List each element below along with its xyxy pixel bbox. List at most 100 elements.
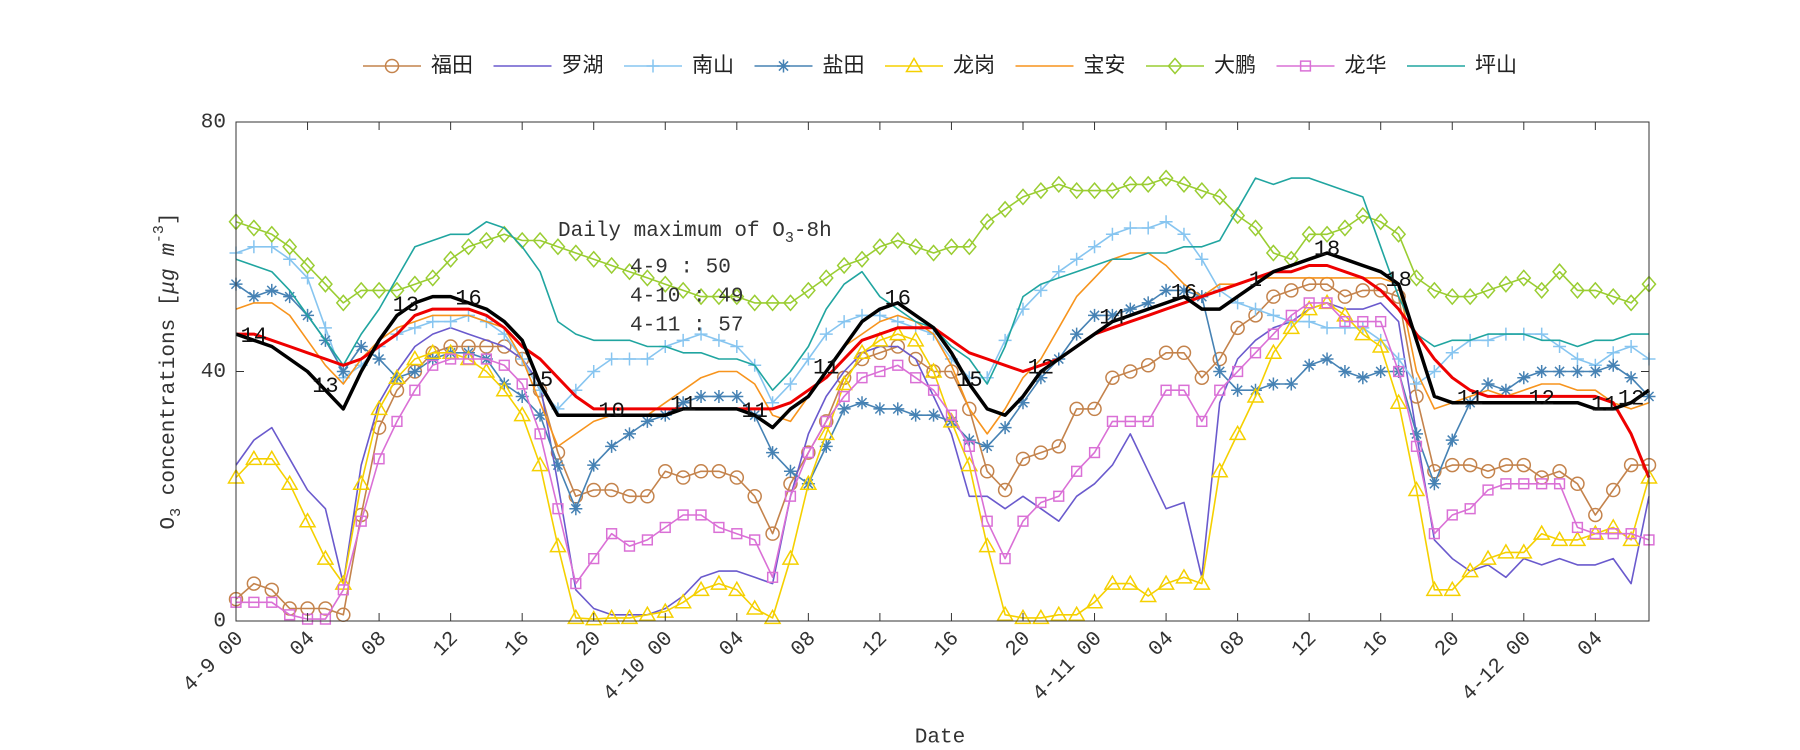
marker — [1553, 340, 1567, 354]
annotation-text: Daily maximum of O — [558, 220, 785, 243]
marker — [1605, 288, 1621, 306]
annotation-title: Daily maximum of O3-8h — [558, 220, 832, 248]
marker — [1051, 439, 1067, 454]
marker — [1159, 283, 1173, 297]
marker — [246, 219, 262, 237]
marker — [354, 340, 368, 354]
marker — [425, 269, 441, 287]
marker — [1052, 265, 1066, 279]
marker — [998, 421, 1012, 435]
marker — [818, 269, 834, 287]
marker — [1210, 462, 1229, 478]
marker — [1514, 543, 1533, 559]
marker — [1196, 415, 1208, 428]
marker — [1338, 365, 1352, 378]
marker — [910, 372, 922, 384]
marker — [927, 384, 940, 396]
marker — [1193, 574, 1211, 590]
marker — [319, 613, 332, 625]
marker — [1034, 283, 1048, 297]
marker — [478, 231, 494, 250]
marker — [1445, 457, 1460, 473]
marker — [1070, 327, 1084, 341]
marker — [1249, 302, 1263, 316]
marker — [1177, 227, 1191, 241]
x-tick-label: 4-12 00 — [1458, 628, 1537, 707]
marker — [373, 453, 385, 465]
marker — [587, 365, 601, 378]
marker — [551, 458, 565, 472]
marker — [1464, 503, 1476, 515]
x-tick-label: 12 — [429, 628, 463, 662]
marker — [1266, 289, 1281, 304]
marker — [1014, 608, 1032, 625]
y-label-part: O — [158, 517, 181, 530]
marker — [1321, 297, 1333, 309]
marker — [640, 489, 655, 504]
marker — [1532, 524, 1551, 540]
marker — [552, 503, 564, 515]
marker — [747, 294, 763, 312]
marker — [981, 515, 993, 527]
marker — [674, 593, 692, 609]
marker — [749, 534, 761, 546]
marker — [1105, 308, 1119, 322]
x-tick-label: 08 — [787, 628, 821, 662]
marker — [1535, 327, 1549, 341]
x-tick-label: 16 — [930, 628, 964, 662]
marker — [1444, 288, 1460, 306]
marker — [1071, 465, 1083, 477]
marker — [280, 474, 299, 491]
marker — [384, 58, 400, 74]
marker — [926, 244, 942, 262]
marker — [1016, 396, 1030, 410]
marker — [1426, 281, 1442, 300]
marker — [586, 482, 601, 498]
marker — [1354, 325, 1372, 341]
x-tick-label: 12 — [859, 628, 893, 662]
marker — [659, 521, 671, 534]
marker — [1088, 308, 1102, 322]
marker — [694, 327, 708, 341]
marker — [801, 445, 816, 460]
marker — [765, 526, 780, 541]
marker — [371, 281, 387, 300]
marker — [570, 577, 582, 590]
marker — [1319, 225, 1335, 243]
marker — [605, 439, 619, 453]
point-label: 16 — [1171, 280, 1197, 305]
marker — [516, 378, 528, 390]
marker — [1373, 213, 1389, 231]
marker — [819, 439, 833, 453]
marker — [927, 408, 941, 422]
marker — [1607, 528, 1619, 540]
marker — [1534, 281, 1550, 300]
y-tick-label: 40 — [201, 361, 226, 384]
marker — [978, 537, 997, 553]
point-label: 13 — [393, 293, 419, 318]
marker — [1160, 384, 1172, 396]
marker — [979, 464, 995, 479]
marker — [1497, 543, 1515, 559]
marker — [388, 368, 406, 384]
marker — [1553, 478, 1566, 490]
point-label: 11 — [670, 393, 696, 418]
marker — [908, 351, 923, 367]
marker — [1517, 371, 1531, 385]
marker — [1553, 365, 1567, 378]
marker — [783, 464, 797, 478]
marker — [1285, 309, 1297, 321]
marker — [1088, 240, 1102, 254]
series-line — [235, 252, 1650, 448]
marker — [282, 238, 298, 256]
marker — [799, 474, 818, 491]
marker — [837, 315, 851, 329]
marker — [784, 490, 797, 502]
marker — [1106, 415, 1119, 428]
marker — [602, 608, 621, 625]
marker — [1427, 365, 1441, 378]
point-label: 11 — [1591, 393, 1617, 418]
marker — [731, 528, 743, 540]
marker — [1518, 478, 1530, 490]
marker — [692, 580, 710, 597]
